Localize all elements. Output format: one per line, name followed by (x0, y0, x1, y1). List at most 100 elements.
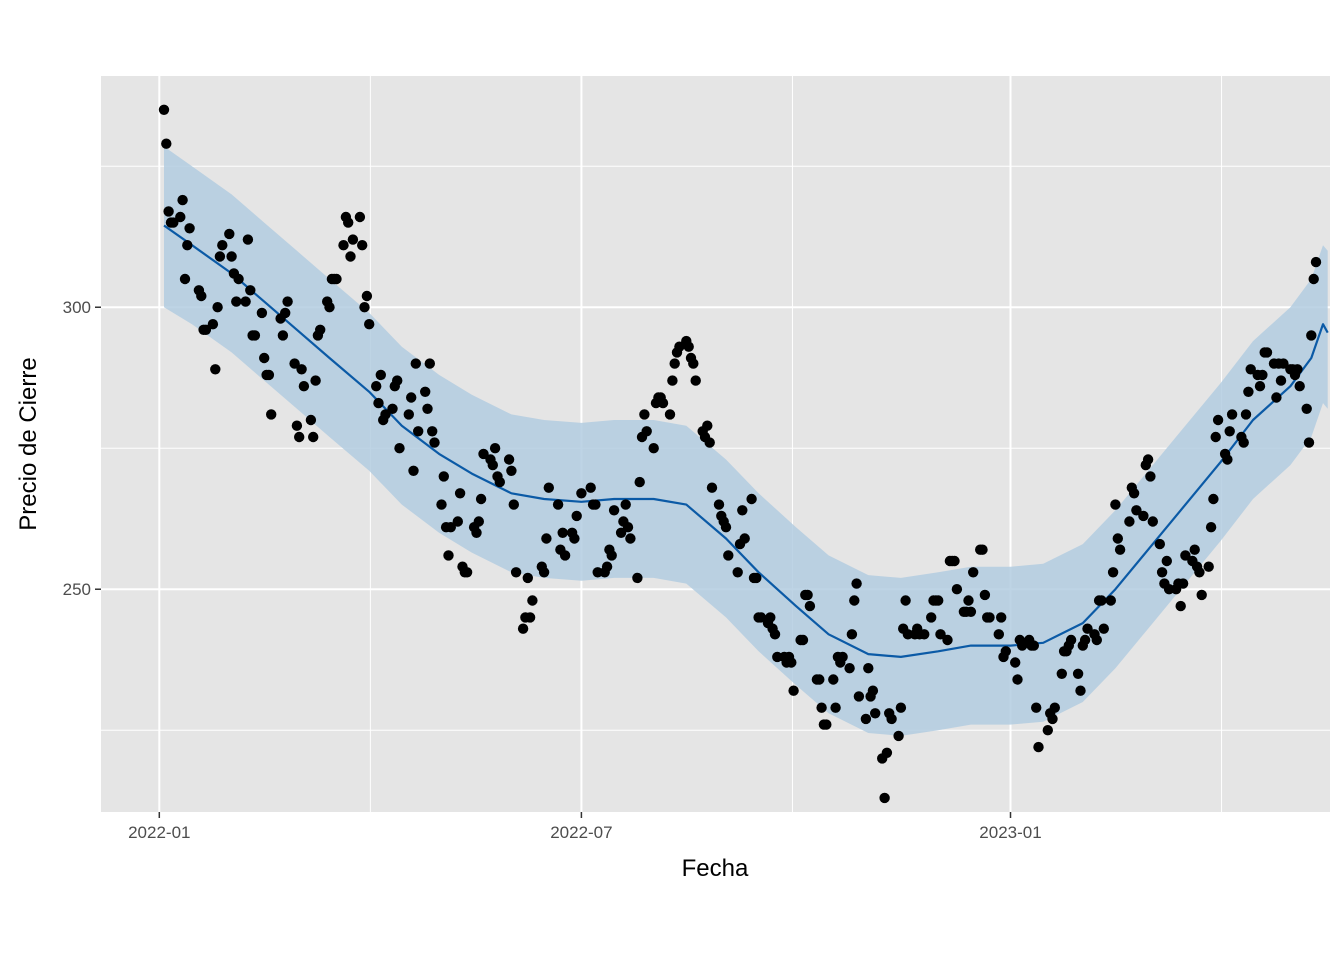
data-point (524, 612, 536, 623)
data-point (1303, 437, 1315, 448)
data-point (410, 358, 421, 369)
data-point (1224, 426, 1235, 437)
data-point (1110, 499, 1121, 510)
data-point (175, 211, 186, 223)
data-point (632, 572, 643, 584)
data-point (870, 708, 881, 719)
data-point (380, 409, 391, 420)
data-point (478, 448, 489, 460)
data-point (942, 634, 953, 646)
data-point (280, 307, 291, 319)
data-point (552, 499, 564, 510)
data-point (977, 544, 988, 555)
data-point (1240, 409, 1252, 420)
data-point (315, 324, 326, 335)
data-point (1033, 741, 1044, 753)
data-point (702, 420, 713, 431)
data-point (769, 629, 781, 640)
data-point (263, 369, 275, 381)
data-point (851, 578, 862, 589)
data-point (1175, 600, 1186, 612)
data-point (436, 499, 447, 510)
data-point (634, 476, 645, 488)
data-point (424, 358, 435, 369)
data-point (161, 138, 172, 149)
data-point (1294, 381, 1305, 392)
data-point (1254, 381, 1266, 392)
data-point (420, 386, 431, 397)
data-point (182, 240, 193, 251)
data-point (338, 240, 349, 251)
data-point (256, 307, 268, 319)
data-point (1205, 522, 1217, 533)
data-point (690, 375, 701, 386)
x-tick-label: 2022-07 (550, 823, 612, 842)
data-point (786, 657, 797, 668)
data-point (461, 567, 473, 578)
data-point (375, 369, 386, 381)
data-point (788, 685, 799, 696)
data-point (210, 364, 221, 375)
data-point (667, 375, 678, 386)
data-point (816, 702, 827, 713)
data-point (1180, 550, 1191, 561)
data-point (1212, 414, 1224, 426)
data-point (1096, 595, 1107, 606)
data-point (732, 567, 743, 578)
data-point (1047, 713, 1058, 725)
data-point (305, 414, 317, 426)
data-point (746, 493, 757, 505)
data-point (814, 674, 825, 685)
data-point (296, 364, 307, 375)
data-point (508, 499, 519, 510)
data-point (1145, 471, 1156, 482)
data-point (559, 550, 571, 561)
data-point (443, 550, 454, 561)
data-point (963, 595, 974, 606)
data-point (331, 273, 342, 285)
data-point (620, 499, 631, 510)
data-point (1154, 538, 1166, 550)
data-point (1308, 273, 1319, 285)
data-point (471, 527, 482, 538)
data-point (1010, 657, 1021, 668)
data-point (557, 527, 568, 538)
data-point (863, 663, 874, 674)
data-point (245, 285, 256, 296)
data-point (240, 296, 251, 307)
data-point (427, 426, 438, 437)
data-point (408, 465, 419, 476)
data-point (308, 431, 319, 443)
data-point (1028, 640, 1040, 651)
data-point (1292, 364, 1303, 375)
data-point (1238, 437, 1249, 448)
data-point (1210, 431, 1221, 443)
data-point (881, 747, 893, 758)
data-point (860, 713, 872, 725)
data-point (200, 324, 212, 335)
data-point (879, 792, 890, 804)
data-point (765, 612, 776, 623)
data-point (371, 381, 382, 392)
data-point (310, 375, 321, 386)
data-point (900, 595, 911, 606)
data-point (1156, 567, 1168, 578)
data-point (1271, 392, 1282, 403)
data-point (1056, 668, 1068, 679)
data-point (259, 352, 270, 364)
data-point (723, 550, 734, 561)
data-point (1072, 668, 1084, 679)
y-axis-title: Precio de Cierre (15, 357, 42, 530)
data-point (1194, 567, 1205, 578)
data-point (1065, 634, 1077, 646)
data-point (1098, 623, 1110, 634)
data-point (802, 589, 813, 601)
uncertainty-band (164, 146, 1328, 736)
data-point (214, 251, 226, 262)
data-point (1079, 634, 1091, 646)
data-point (821, 719, 832, 730)
x-tick-label: 2022-01 (128, 823, 190, 842)
data-point (886, 713, 897, 725)
data-point (1131, 505, 1142, 516)
data-point (1017, 640, 1028, 651)
